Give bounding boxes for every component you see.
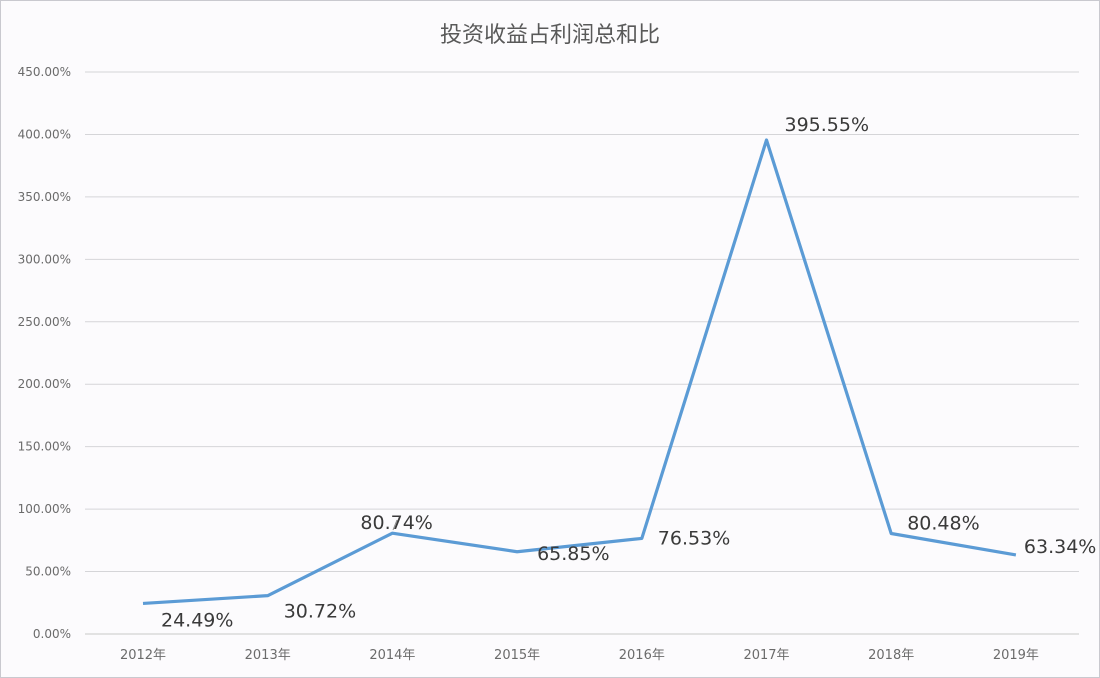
data-label: 76.53% (658, 527, 730, 549)
chart-title: 投资收益占利润总和比 (439, 23, 660, 48)
y-tick-label: 0.00% (33, 627, 71, 641)
x-tick-label: 2019年 (993, 648, 1039, 663)
y-tick-label: 250.00% (18, 315, 71, 329)
y-axis-ticks: 0.00% 50.00% 100.00% 150.00% 200.00% 250.00% 3… (18, 65, 71, 641)
x-tick-label: 2018年 (868, 648, 914, 663)
data-label: 30.72% (284, 601, 356, 623)
y-tick-label: 450.00% (18, 65, 71, 79)
data-label: 395.55% (785, 114, 870, 136)
y-tick-label: 350.00% (18, 190, 71, 204)
x-axis-ticks: 2012年 2013年 2014年 2015年 2016年 2017年 2018年 2019年 (120, 648, 1039, 663)
gridlines (85, 71, 1079, 635)
data-label: 80.48% (907, 512, 979, 534)
x-tick-label: 2017年 (743, 648, 789, 663)
x-tick-label: 2012年 (120, 648, 166, 663)
x-tick-label: 2016年 (619, 648, 665, 663)
y-tick-label: 300.00% (18, 252, 71, 266)
y-tick-label: 200.00% (18, 377, 71, 391)
data-label: 65.85% (537, 543, 609, 565)
data-label: 24.49% (161, 609, 233, 631)
data-labels: 24.49% 30.72% 80.74% 65.85% 76.53% 395.55% 80.… (161, 114, 1096, 631)
x-tick-label: 2015年 (494, 648, 540, 663)
y-tick-label: 150.00% (18, 440, 71, 454)
data-label: 63.34% (1024, 536, 1096, 558)
y-tick-label: 100.00% (18, 502, 71, 516)
y-tick-label: 50.00% (25, 565, 71, 579)
y-tick-label: 400.00% (18, 127, 71, 141)
x-tick-label: 2014年 (369, 648, 415, 663)
x-tick-label: 2013年 (245, 648, 291, 663)
leader-line-2014 (392, 519, 398, 531)
data-label: 80.74% (360, 512, 432, 534)
data-series-line (142, 138, 1017, 606)
